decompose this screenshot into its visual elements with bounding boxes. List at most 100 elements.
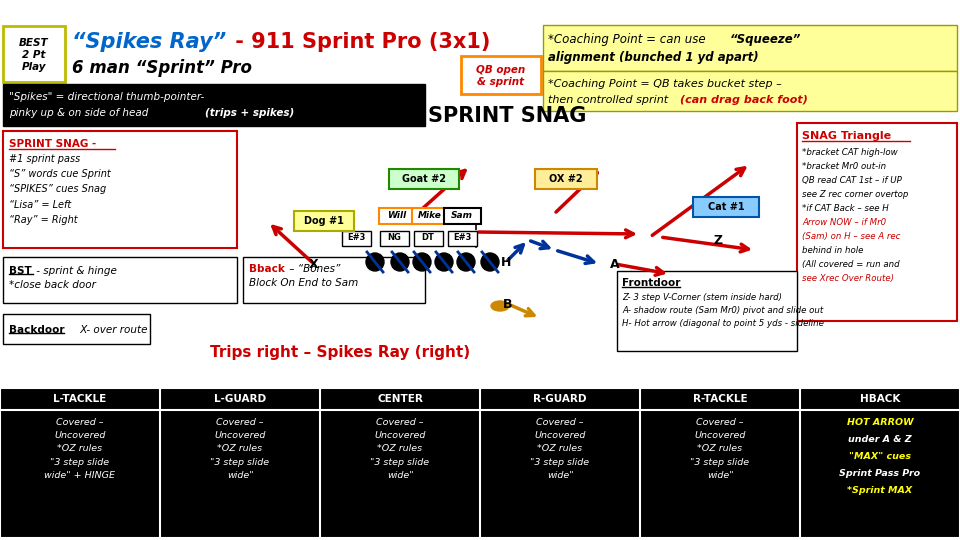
Text: - 911 Sprint Pro (3x1): - 911 Sprint Pro (3x1) [228,32,491,52]
FancyBboxPatch shape [3,257,237,303]
Text: Sprint Pass Pro: Sprint Pass Pro [839,469,921,478]
Text: HOT ARROW: HOT ARROW [847,418,913,427]
Circle shape [435,253,453,271]
Text: Mike: Mike [418,211,442,220]
Text: B: B [503,298,513,310]
FancyBboxPatch shape [3,26,65,82]
Text: R-GUARD: R-GUARD [533,394,587,404]
Text: SNAG Triangle: SNAG Triangle [802,131,891,141]
Text: CENTER: CENTER [377,394,423,404]
Text: *close back door: *close back door [9,280,96,290]
FancyBboxPatch shape [412,207,448,224]
Text: L-TACKLE: L-TACKLE [54,394,107,404]
Circle shape [413,253,431,271]
Text: QB open
& sprint: QB open & sprint [476,65,526,87]
Ellipse shape [491,301,509,311]
Text: Covered –
Uncovered
*OZ rules
"3 step slide
wide": Covered – Uncovered *OZ rules "3 step sl… [371,418,429,480]
Text: *Coaching Point = can use: *Coaching Point = can use [548,33,709,46]
FancyBboxPatch shape [444,207,481,224]
Text: Frontdoor: Frontdoor [622,278,681,288]
Text: Cat #1: Cat #1 [708,202,744,212]
Text: Goat #2: Goat #2 [402,174,446,184]
Text: *Coaching Point = QB takes bucket step –: *Coaching Point = QB takes bucket step – [548,79,781,89]
Bar [320,388,480,410]
FancyBboxPatch shape [3,131,237,248]
Text: X: X [309,258,319,271]
Text: Z- 3 step V-Corner (stem inside hard)
A- shadow route (Sam Mr0) pivot and slide : Z- 3 step V-Corner (stem inside hard) A-… [622,293,824,328]
Text: Will: Will [388,211,407,220]
FancyBboxPatch shape [243,257,425,303]
Bar [0,388,160,410]
FancyBboxPatch shape [693,197,759,217]
Text: SPRINT SNAG -: SPRINT SNAG - [9,139,96,149]
Text: Backdoor: Backdoor [9,325,64,335]
Bar [0,410,160,538]
FancyBboxPatch shape [447,231,476,246]
Bar [640,388,800,410]
Text: QB read CAT 1st – if UP: QB read CAT 1st – if UP [802,176,901,185]
Bar [640,410,800,538]
Circle shape [391,253,409,271]
Bar [320,410,480,538]
Text: *bracket CAT high-low: *bracket CAT high-low [802,148,898,157]
Text: then controlled sprint: then controlled sprint [548,95,672,105]
Text: Covered –
Uncovered
*OZ rules
"3 step slide
wide": Covered – Uncovered *OZ rules "3 step sl… [531,418,589,480]
FancyBboxPatch shape [543,25,957,71]
Text: #1 sprint pass
“S” words cue Sprint
“SPIKES” cues Snag
“Lisa” = Left
“Ray” = Rig: #1 sprint pass “S” words cue Sprint “SPI… [9,154,110,225]
Text: BEST
2 Pt
Play: BEST 2 Pt Play [19,38,49,72]
Text: "Spikes" = directional thumb-pointer-: "Spikes" = directional thumb-pointer- [9,92,204,102]
Text: NG: NG [387,233,401,242]
FancyBboxPatch shape [378,207,416,224]
Text: pinky up & on side of head: pinky up & on side of head [9,108,152,118]
Text: L-GUARD: L-GUARD [214,394,266,404]
Bar [800,410,960,538]
FancyBboxPatch shape [389,169,459,189]
Text: (All covered = run and: (All covered = run and [802,260,900,269]
Text: Covered –
Uncovered
*OZ rules
"3 step slide
wide": Covered – Uncovered *OZ rules "3 step sl… [210,418,270,480]
FancyBboxPatch shape [797,123,957,321]
Bar [160,410,320,538]
FancyBboxPatch shape [3,84,425,126]
Text: (can drag back foot): (can drag back foot) [680,95,808,105]
Text: see Xrec Over Route): see Xrec Over Route) [802,274,894,283]
Text: E#3: E#3 [347,233,365,242]
Bar [480,410,640,538]
Text: Dog #1: Dog #1 [304,216,344,226]
FancyBboxPatch shape [461,56,541,94]
Text: Block On End to Sam: Block On End to Sam [249,278,358,288]
Text: H: H [501,255,511,268]
Text: Covered –
Uncovered
*OZ rules
"3 step slide
wide": Covered – Uncovered *OZ rules "3 step sl… [690,418,750,480]
Bar [160,388,320,410]
Text: Trips right – Spikes Ray (right): Trips right – Spikes Ray (right) [210,345,470,360]
FancyBboxPatch shape [294,211,354,231]
Text: "MAX" cues: "MAX" cues [849,452,911,461]
Text: OX #2: OX #2 [549,174,583,184]
Bar [800,388,960,410]
Circle shape [366,253,384,271]
Text: E#3: E#3 [453,233,471,242]
Text: Arrow NOW – if Mr0: Arrow NOW – if Mr0 [802,218,886,227]
Text: DT: DT [421,233,435,242]
FancyBboxPatch shape [342,231,371,246]
FancyBboxPatch shape [3,314,150,344]
Text: A: A [611,258,620,271]
Text: X- over route: X- over route [64,325,148,335]
Text: see Z rec corner overtop: see Z rec corner overtop [802,190,908,199]
FancyBboxPatch shape [414,231,443,246]
FancyBboxPatch shape [617,271,797,351]
FancyBboxPatch shape [543,71,957,111]
Text: alignment (bunched 1 yd apart): alignment (bunched 1 yd apart) [548,51,758,64]
Text: (Sam) on H – see A rec: (Sam) on H – see A rec [802,232,900,241]
Text: Covered –
Uncovered
*OZ rules
"3 step slide
wide" + HINGE: Covered – Uncovered *OZ rules "3 step sl… [44,418,115,480]
Text: *if CAT Back – see H: *if CAT Back – see H [802,204,889,213]
Text: *bracket Mr0 out-in: *bracket Mr0 out-in [802,162,886,171]
Text: – “Bones”: – “Bones” [286,264,341,274]
Text: behind in hole: behind in hole [802,246,863,255]
Text: - sprint & hinge: - sprint & hinge [33,266,117,276]
Text: 6 man “Sprint” Pro: 6 man “Sprint” Pro [72,59,252,77]
Text: HBACK: HBACK [860,394,900,404]
Circle shape [481,253,499,271]
Text: Z: Z [713,233,723,246]
Text: *Sprint MAX: *Sprint MAX [848,486,913,495]
Text: Bback: Bback [249,264,285,274]
